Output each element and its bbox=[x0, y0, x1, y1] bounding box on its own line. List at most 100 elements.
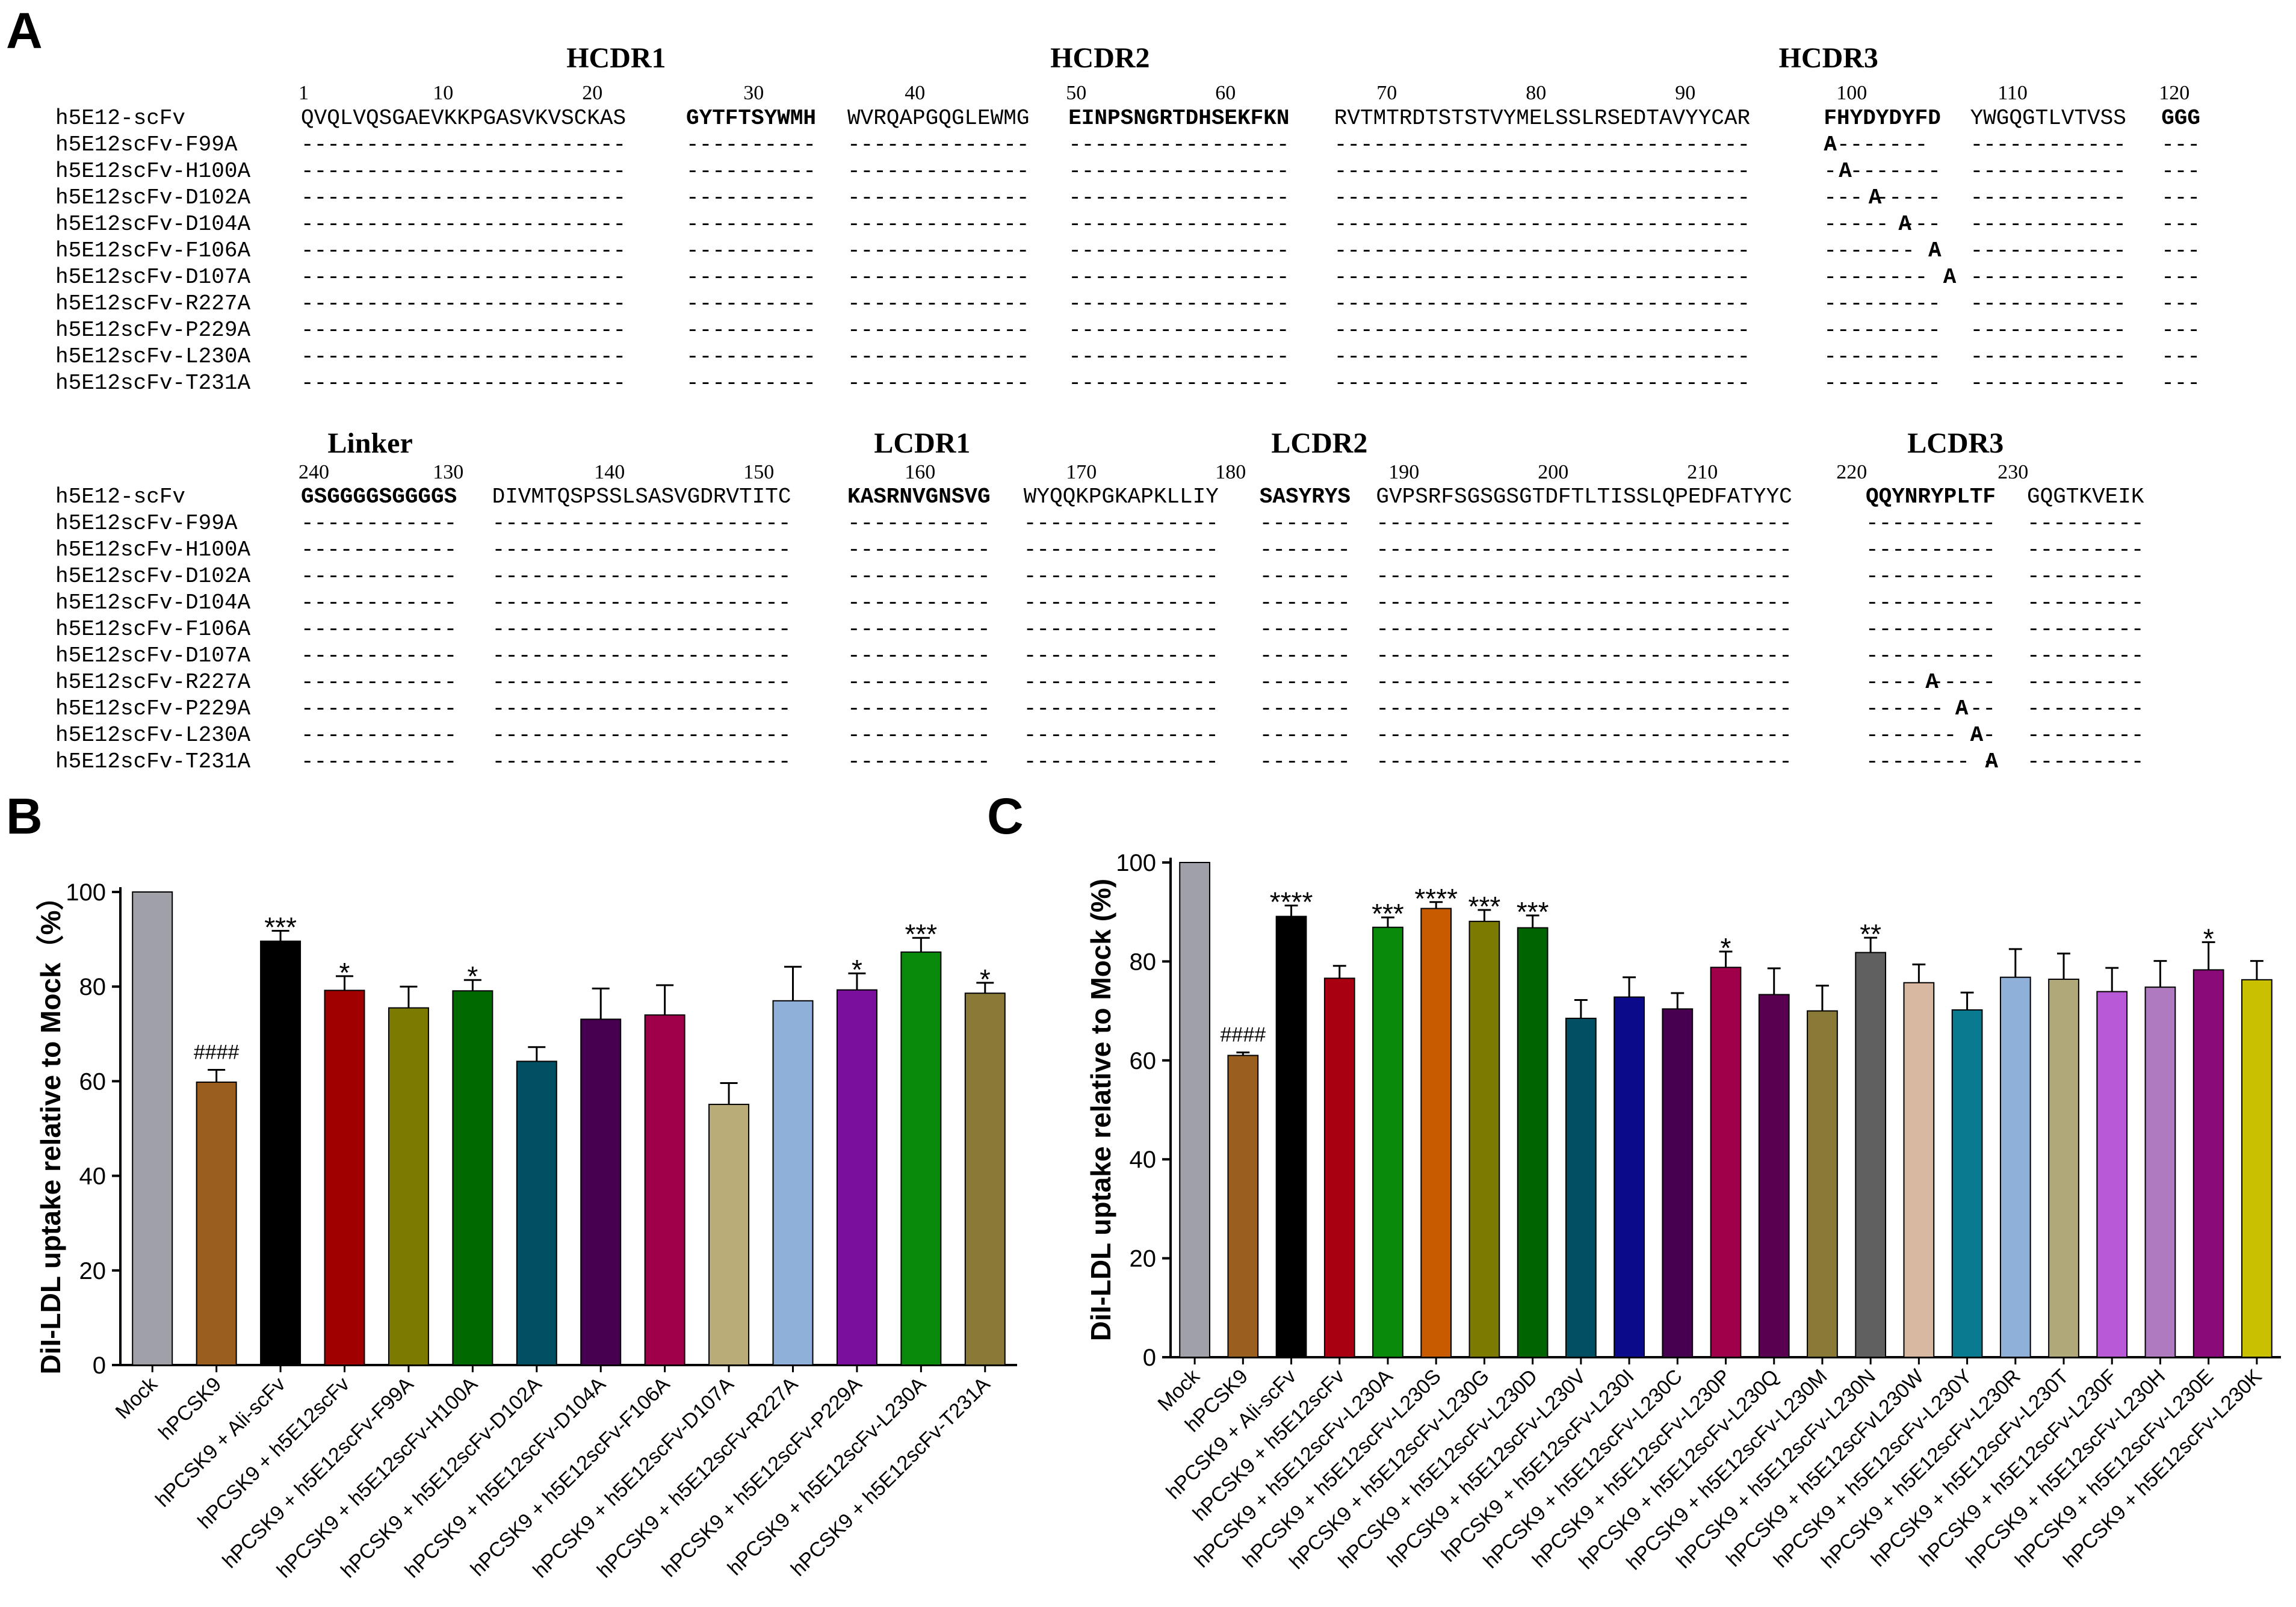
position-number: 240 bbox=[299, 461, 329, 483]
bar bbox=[196, 1081, 237, 1366]
position-number: 150 bbox=[743, 461, 774, 483]
position-number: 160 bbox=[905, 461, 935, 483]
alignment-dashes: ------- bbox=[1260, 749, 1351, 774]
alignment-dashes: --------------- bbox=[1024, 511, 1219, 536]
alignment-dashes: ---- ----- bbox=[1866, 670, 1996, 695]
bar bbox=[1710, 967, 1742, 1358]
position-number: 20 bbox=[582, 82, 602, 104]
position-number: 230 bbox=[1997, 461, 2028, 483]
sequence-segment: RVTMTRDTSTSTVYMELSSLRSEDTAVYYCAR bbox=[1334, 106, 1750, 131]
significance-label: #### bbox=[194, 1041, 240, 1064]
sequence-segment: QVQLVQSGAEVKKPGASVKVSCKAS bbox=[301, 106, 626, 131]
bar bbox=[836, 989, 877, 1366]
alignment-dashes: ------------------------- bbox=[301, 318, 626, 342]
alignment-dashes: ------------ bbox=[301, 590, 457, 615]
bar bbox=[324, 989, 365, 1366]
significance-label: * bbox=[980, 964, 991, 995]
alignment-dashes: - ------- bbox=[1824, 159, 1940, 184]
bar bbox=[516, 1060, 557, 1366]
alignment-dashes: --------- bbox=[2027, 590, 2144, 615]
position-number: 190 bbox=[1388, 461, 1419, 483]
alignment-dashes: -------------------------------- bbox=[1376, 749, 1792, 774]
y-tick-label: 60 bbox=[1130, 1048, 1157, 1074]
y-tick-label: 0 bbox=[93, 1352, 106, 1379]
significance-label: * bbox=[2203, 923, 2214, 954]
alignment-dashes: --- bbox=[2161, 159, 2200, 184]
bar bbox=[708, 1103, 750, 1366]
alignment-dashes: -------------- bbox=[847, 238, 1029, 263]
alignment-dashes: ------- bbox=[1260, 511, 1351, 536]
position-number: 90 bbox=[1675, 82, 1695, 104]
alignment-dashes: ------------------------- bbox=[301, 212, 626, 237]
alignment-dashes: ------------ bbox=[301, 537, 457, 562]
bar bbox=[1807, 1010, 1838, 1358]
sequence-name-mutant: h5E12scFv-H100A bbox=[55, 159, 250, 184]
alignment-dashes: ------------ bbox=[301, 643, 457, 668]
position-number: 200 bbox=[1538, 461, 1568, 483]
y-tick-label: 40 bbox=[79, 1163, 107, 1190]
alignment-dashes: -------------------------------- bbox=[1376, 537, 1792, 562]
sequence-segment: FHYDYDYFD bbox=[1824, 106, 1940, 131]
position-number: 170 bbox=[1066, 461, 1097, 483]
alignment-dashes: --- bbox=[2161, 212, 2200, 237]
region-label: LCDR2 bbox=[1271, 427, 1367, 459]
alignment-dashes: ----------------------- bbox=[492, 590, 791, 615]
panel-label-a: A bbox=[6, 2, 43, 59]
region-label: HCDR3 bbox=[1779, 42, 1878, 74]
significance-label: *** bbox=[1468, 891, 1501, 922]
significance-label: ** bbox=[1860, 918, 1881, 950]
y-tick-label: 80 bbox=[1130, 949, 1157, 975]
alignment-dashes: --------------- bbox=[1024, 590, 1219, 615]
position-number: 40 bbox=[905, 82, 925, 104]
alignment-dashes: ---------- bbox=[686, 371, 816, 395]
region-label: LCDR3 bbox=[1907, 427, 2004, 459]
alignment-dashes: -------------- bbox=[847, 159, 1029, 184]
alignment-dashes: --- bbox=[2161, 318, 2200, 342]
alignment-dashes: ---------- bbox=[1866, 617, 1996, 642]
significance-label: *** bbox=[264, 911, 297, 943]
sequence-name-mutant: h5E12scFv-L230A bbox=[55, 344, 250, 369]
alignment-dashes: ------- bbox=[1260, 617, 1351, 642]
alignment-dashes: -------- bbox=[1824, 132, 1928, 157]
alignment-dashes: ------------------------- bbox=[301, 291, 626, 316]
alignment-dashes: -------------------------------- bbox=[1334, 159, 1750, 184]
sequence-segment: WYQQKPGKAPKLLIY bbox=[1024, 485, 1219, 509]
sequence-segment: KASRNVGNSVG bbox=[847, 485, 991, 509]
sequence-segment: GGG bbox=[2161, 106, 2200, 131]
alignment-dashes: -------------- bbox=[847, 265, 1029, 290]
bar bbox=[2144, 986, 2176, 1358]
bar bbox=[964, 992, 1006, 1366]
bar bbox=[1565, 1017, 1597, 1358]
y-tick-label: 80 bbox=[79, 974, 107, 1000]
bar bbox=[1951, 1009, 1983, 1358]
alignment-dashes: --------------- bbox=[1024, 537, 1219, 562]
alignment-dashes: ------------ bbox=[1970, 344, 2126, 369]
mutation-letter: A bbox=[1955, 696, 1969, 721]
alignment-dashes: -------------------------------- bbox=[1376, 511, 1792, 536]
mutation-letter: A bbox=[1824, 132, 1837, 157]
alignment-dashes: -------------------------------- bbox=[1376, 643, 1792, 668]
sequence-segment: WVRQAPGQGLEWMG bbox=[847, 106, 1029, 131]
alignment-dashes: ------- bbox=[1260, 670, 1351, 695]
position-number: 30 bbox=[743, 82, 764, 104]
sequence-name-reference: h5E12-scFv bbox=[55, 106, 185, 131]
sequence-name-mutant: h5E12scFv-P229A bbox=[55, 696, 250, 721]
mutation-letter: A bbox=[1925, 670, 1939, 695]
alignment-dashes: --------- bbox=[2027, 537, 2144, 562]
alignment-dashes: ---------- bbox=[686, 318, 816, 342]
alignment-dashes: --------------- bbox=[1024, 749, 1219, 774]
alignment-dashes: ------- bbox=[1260, 723, 1351, 748]
significance-label: * bbox=[467, 961, 478, 992]
alignment-dashes: ------- bbox=[1260, 643, 1351, 668]
alignment-dashes: ------------------------- bbox=[301, 265, 626, 290]
sequence-name-mutant: h5E12scFv-D102A bbox=[55, 185, 250, 210]
alignment-dashes: ---------- bbox=[1866, 511, 1996, 536]
alignment-dashes: ------------------------- bbox=[301, 238, 626, 263]
alignment-block-light-chain: Linker LCDR1 LCDR2 LCDR3 130 140 150 160 170 180 1… bbox=[55, 427, 2144, 774]
position-number: 80 bbox=[1526, 82, 1546, 104]
bar bbox=[1227, 1054, 1259, 1358]
significance-label: **** bbox=[1270, 887, 1313, 918]
position-number: 50 bbox=[1066, 82, 1086, 104]
sequence-name-mutant: h5E12scFv-F99A bbox=[55, 132, 238, 157]
